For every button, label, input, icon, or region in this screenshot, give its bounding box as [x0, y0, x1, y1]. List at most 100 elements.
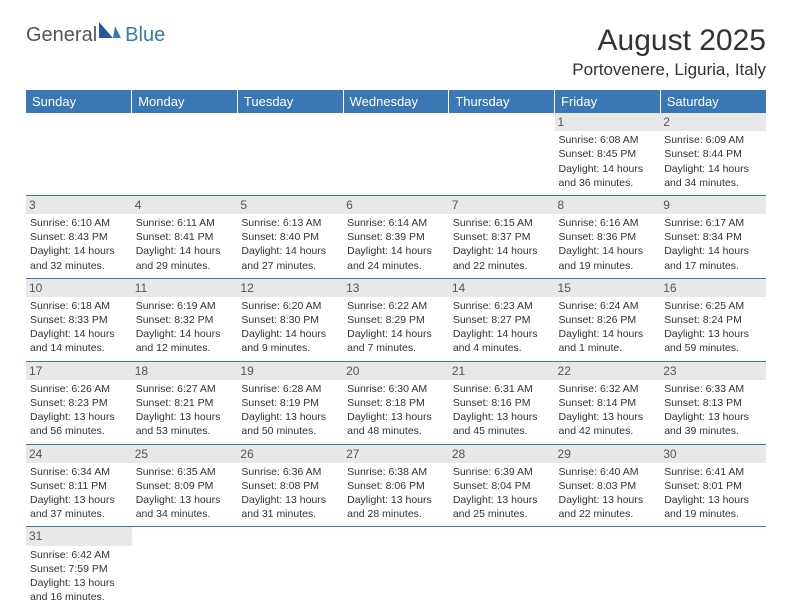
sunrise-text: Sunrise: 6:08 AM	[559, 133, 657, 147]
sunrise-text: Sunrise: 6:13 AM	[241, 216, 339, 230]
sunset-text: Sunset: 8:21 PM	[136, 396, 234, 410]
daylight1-text: Daylight: 13 hours	[30, 410, 128, 424]
day-cell	[343, 113, 449, 195]
sunset-text: Sunset: 8:16 PM	[453, 396, 551, 410]
sunrise-text: Sunrise: 6:32 AM	[559, 382, 657, 396]
day-cell: 31Sunrise: 6:42 AMSunset: 7:59 PMDayligh…	[26, 527, 132, 609]
sunset-text: Sunset: 8:30 PM	[241, 313, 339, 327]
daylight1-text: Daylight: 14 hours	[453, 244, 551, 258]
sunset-text: Sunset: 8:29 PM	[347, 313, 445, 327]
sunrise-text: Sunrise: 6:36 AM	[241, 465, 339, 479]
daylight2-text: and 17 minutes.	[664, 259, 762, 273]
day-cell: 6Sunrise: 6:14 AMSunset: 8:39 PMDaylight…	[343, 195, 449, 278]
sunrise-text: Sunrise: 6:19 AM	[136, 299, 234, 313]
daylight1-text: Daylight: 14 hours	[30, 244, 128, 258]
sunrise-text: Sunrise: 6:14 AM	[347, 216, 445, 230]
week-row: 17Sunrise: 6:26 AMSunset: 8:23 PMDayligh…	[26, 361, 766, 444]
day-header: Wednesday	[343, 90, 449, 113]
day-cell	[132, 527, 238, 609]
day-cell: 13Sunrise: 6:22 AMSunset: 8:29 PMDayligh…	[343, 278, 449, 361]
location: Portovenere, Liguria, Italy	[572, 60, 766, 80]
day-cell: 19Sunrise: 6:28 AMSunset: 8:19 PMDayligh…	[237, 361, 343, 444]
day-number: 17	[26, 362, 132, 380]
daylight1-text: Daylight: 14 hours	[241, 244, 339, 258]
day-cell: 2Sunrise: 6:09 AMSunset: 8:44 PMDaylight…	[660, 113, 766, 195]
logo-text-blue: Blue	[125, 24, 165, 47]
sunrise-text: Sunrise: 6:24 AM	[559, 299, 657, 313]
daylight2-text: and 16 minutes.	[30, 590, 128, 604]
sunrise-text: Sunrise: 6:16 AM	[559, 216, 657, 230]
day-number: 18	[132, 362, 238, 380]
daylight2-text: and 1 minute.	[559, 341, 657, 355]
day-cell	[660, 527, 766, 609]
sunset-text: Sunset: 8:45 PM	[559, 147, 657, 161]
day-number: 20	[343, 362, 449, 380]
daylight2-text: and 48 minutes.	[347, 424, 445, 438]
daylight2-text: and 9 minutes.	[241, 341, 339, 355]
day-number: 29	[555, 445, 661, 463]
day-cell: 21Sunrise: 6:31 AMSunset: 8:16 PMDayligh…	[449, 361, 555, 444]
daylight1-text: Daylight: 13 hours	[30, 493, 128, 507]
sunset-text: Sunset: 8:11 PM	[30, 479, 128, 493]
day-header: Monday	[132, 90, 238, 113]
day-cell: 12Sunrise: 6:20 AMSunset: 8:30 PMDayligh…	[237, 278, 343, 361]
sunset-text: Sunset: 7:59 PM	[30, 562, 128, 576]
day-number: 3	[26, 196, 132, 214]
day-number: 24	[26, 445, 132, 463]
sunrise-text: Sunrise: 6:20 AM	[241, 299, 339, 313]
daylight2-text: and 14 minutes.	[30, 341, 128, 355]
day-number: 13	[343, 279, 449, 297]
sunrise-text: Sunrise: 6:15 AM	[453, 216, 551, 230]
sunrise-text: Sunrise: 6:31 AM	[453, 382, 551, 396]
week-row: 24Sunrise: 6:34 AMSunset: 8:11 PMDayligh…	[26, 444, 766, 527]
daylight2-text: and 42 minutes.	[559, 424, 657, 438]
sunset-text: Sunset: 8:34 PM	[664, 230, 762, 244]
day-cell: 28Sunrise: 6:39 AMSunset: 8:04 PMDayligh…	[449, 444, 555, 527]
day-number: 21	[449, 362, 555, 380]
day-cell	[132, 113, 238, 195]
day-cell: 23Sunrise: 6:33 AMSunset: 8:13 PMDayligh…	[660, 361, 766, 444]
daylight1-text: Daylight: 14 hours	[559, 162, 657, 176]
day-number: 7	[449, 196, 555, 214]
day-number: 22	[555, 362, 661, 380]
daylight1-text: Daylight: 14 hours	[453, 327, 551, 341]
sunrise-text: Sunrise: 6:39 AM	[453, 465, 551, 479]
day-cell: 27Sunrise: 6:38 AMSunset: 8:06 PMDayligh…	[343, 444, 449, 527]
day-header: Tuesday	[237, 90, 343, 113]
title-block: August 2025 Portovenere, Liguria, Italy	[572, 24, 766, 80]
day-number: 19	[237, 362, 343, 380]
day-number: 25	[132, 445, 238, 463]
daylight2-text: and 32 minutes.	[30, 259, 128, 273]
sunset-text: Sunset: 8:41 PM	[136, 230, 234, 244]
day-number: 4	[132, 196, 238, 214]
day-cell: 20Sunrise: 6:30 AMSunset: 8:18 PMDayligh…	[343, 361, 449, 444]
sunset-text: Sunset: 8:40 PM	[241, 230, 339, 244]
day-cell: 25Sunrise: 6:35 AMSunset: 8:09 PMDayligh…	[132, 444, 238, 527]
sunrise-text: Sunrise: 6:40 AM	[559, 465, 657, 479]
daylight2-text: and 37 minutes.	[30, 507, 128, 521]
day-header: Friday	[555, 90, 661, 113]
daylight2-text: and 59 minutes.	[664, 341, 762, 355]
day-cell: 22Sunrise: 6:32 AMSunset: 8:14 PMDayligh…	[555, 361, 661, 444]
day-cell: 9Sunrise: 6:17 AMSunset: 8:34 PMDaylight…	[660, 195, 766, 278]
daylight1-text: Daylight: 14 hours	[559, 327, 657, 341]
sail-icon	[97, 20, 123, 45]
week-row: 10Sunrise: 6:18 AMSunset: 8:33 PMDayligh…	[26, 278, 766, 361]
day-number: 28	[449, 445, 555, 463]
daylight2-text: and 31 minutes.	[241, 507, 339, 521]
sunset-text: Sunset: 8:23 PM	[30, 396, 128, 410]
daylight2-text: and 27 minutes.	[241, 259, 339, 273]
daylight1-text: Daylight: 13 hours	[559, 493, 657, 507]
daylight1-text: Daylight: 13 hours	[347, 493, 445, 507]
daylight2-text: and 56 minutes.	[30, 424, 128, 438]
week-row: 31Sunrise: 6:42 AMSunset: 7:59 PMDayligh…	[26, 527, 766, 609]
sunrise-text: Sunrise: 6:09 AM	[664, 133, 762, 147]
daylight1-text: Daylight: 14 hours	[347, 327, 445, 341]
daylight1-text: Daylight: 14 hours	[347, 244, 445, 258]
daylight1-text: Daylight: 13 hours	[664, 327, 762, 341]
sunset-text: Sunset: 8:09 PM	[136, 479, 234, 493]
sunset-text: Sunset: 8:19 PM	[241, 396, 339, 410]
day-cell: 3Sunrise: 6:10 AMSunset: 8:43 PMDaylight…	[26, 195, 132, 278]
sunset-text: Sunset: 8:24 PM	[664, 313, 762, 327]
day-header: Saturday	[660, 90, 766, 113]
